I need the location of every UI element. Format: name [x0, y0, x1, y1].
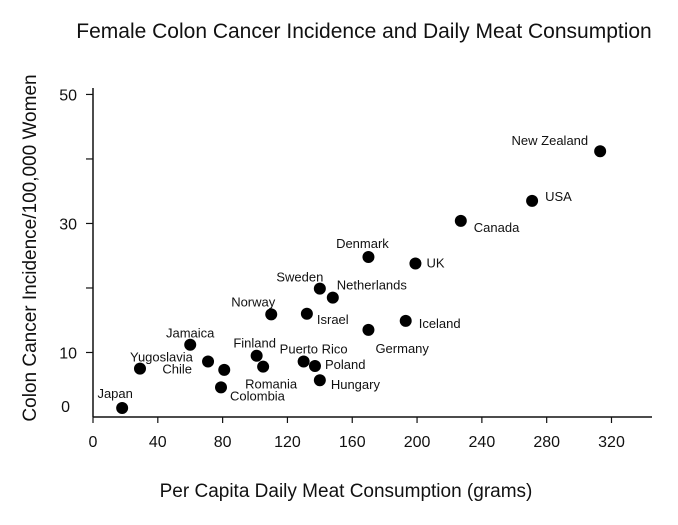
- point-new-zealand: [594, 145, 607, 158]
- y-axis-title: Colon Cancer Incidence/100,000 Women: [20, 74, 41, 421]
- x-tick-label: 80: [214, 434, 232, 451]
- point-label-israel: Israel: [317, 312, 349, 327]
- point-japan: [116, 401, 129, 414]
- point-netherlands: [326, 291, 339, 304]
- point-chile2: [218, 363, 231, 376]
- x-tick-label: 40: [149, 434, 167, 451]
- x-tick-label: 280: [533, 434, 560, 451]
- point-label-finland: Finland: [233, 336, 276, 351]
- point-puerto-rico: [297, 355, 310, 368]
- x-tick-label: 160: [339, 434, 366, 451]
- axes: [92, 88, 652, 418]
- point-label-puerto-rico: Puerto Rico: [280, 342, 348, 357]
- ticks: 0 40 80 120 160 200 240 280 320 0 10 30 50: [59, 87, 625, 451]
- point-sweden: [313, 282, 326, 295]
- point-hungary: [313, 374, 326, 387]
- point-finland: [250, 349, 263, 362]
- point-label-norway: Norway: [231, 294, 276, 309]
- point-romania: [257, 360, 270, 373]
- point-label-netherlands: Netherlands: [337, 278, 408, 293]
- point-label-iceland: Iceland: [419, 316, 461, 331]
- y-tick-label: 30: [59, 216, 77, 233]
- point-label-poland: Poland: [325, 357, 365, 372]
- point-label-hungary: Hungary: [331, 377, 381, 392]
- chart-title: Female Colon Cancer Incidence and Daily …: [76, 20, 652, 43]
- point-canada: [454, 214, 467, 227]
- point-label-uk: UK: [426, 255, 444, 270]
- data-points: New Zealand USA Canada Denmark UK Sweden Nethe…: [97, 133, 607, 414]
- point-israel: [300, 307, 313, 320]
- point-jamaica: [184, 338, 197, 351]
- point-label-sweden: Sweden: [276, 270, 323, 285]
- x-tick-label: 320: [598, 434, 625, 451]
- point-chile: [202, 355, 215, 368]
- point-label-colombia: Colombia: [230, 388, 286, 403]
- x-tick-label: 0: [89, 434, 98, 451]
- x-axis-title: Per Capita Daily Meat Consumption (grams…: [160, 481, 533, 502]
- point-label-yugoslavia: Yugoslavia: [130, 350, 194, 365]
- y-tick-label: 50: [59, 87, 77, 104]
- point-label-japan: Japan: [97, 386, 132, 401]
- point-denmark: [362, 251, 375, 264]
- point-colombia: [215, 381, 228, 394]
- point-label-canada: Canada: [474, 220, 520, 235]
- point-label-jamaica: Jamaica: [166, 326, 215, 341]
- point-label-chile: Chile: [162, 362, 192, 377]
- point-usa: [526, 194, 539, 207]
- point-label-romania: Romania: [245, 377, 298, 392]
- point-germany: [362, 323, 375, 336]
- x-tick-label: 120: [274, 434, 301, 451]
- point-label-germany: Germany: [375, 341, 429, 356]
- point-label-new-zealand: New Zealand: [512, 133, 589, 148]
- y-tick-label: 10: [59, 345, 77, 362]
- point-label-usa: USA: [545, 189, 572, 204]
- point-uk: [409, 257, 422, 270]
- y-tick-label: 0: [61, 399, 70, 416]
- point-iceland: [399, 314, 412, 327]
- x-tick-label: 200: [404, 434, 431, 451]
- point-label-denmark: Denmark: [336, 236, 389, 251]
- x-tick-label: 240: [469, 434, 496, 451]
- point-yugoslavia: [133, 362, 146, 375]
- point-poland: [308, 360, 321, 373]
- point-norway: [265, 308, 278, 321]
